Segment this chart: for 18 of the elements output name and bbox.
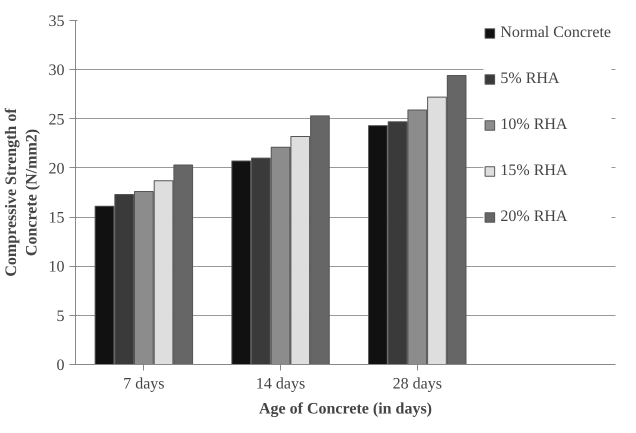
x-tick-label: 7 days xyxy=(123,376,165,392)
y-tick-label: 10 xyxy=(48,258,64,276)
y-axis-title: Compressive Strength of Concrete (N/mm2) xyxy=(3,108,40,277)
legend-label: 5% RHA xyxy=(500,70,560,88)
x-tick-label: 14 days xyxy=(256,376,306,392)
legend-label: 15% RHA xyxy=(500,162,568,180)
y-tick-label: 5 xyxy=(56,308,64,325)
legend-label: 20% RHA xyxy=(500,208,568,226)
y-tick-label: 30 xyxy=(48,62,64,80)
y-tick-label: 15 xyxy=(48,210,64,227)
x-tick-label: 28 days xyxy=(392,376,442,392)
y-tick-label: 0 xyxy=(56,357,64,374)
x-axis-title: Age of Concrete (in days) xyxy=(258,400,432,418)
legend-label: Normal Concrete xyxy=(500,24,611,42)
y-tick-label: 20 xyxy=(48,160,64,178)
y-tick-label: 35 xyxy=(48,13,64,30)
legend-label: 10% RHA xyxy=(500,116,568,134)
y-tick-label: 25 xyxy=(48,111,64,128)
